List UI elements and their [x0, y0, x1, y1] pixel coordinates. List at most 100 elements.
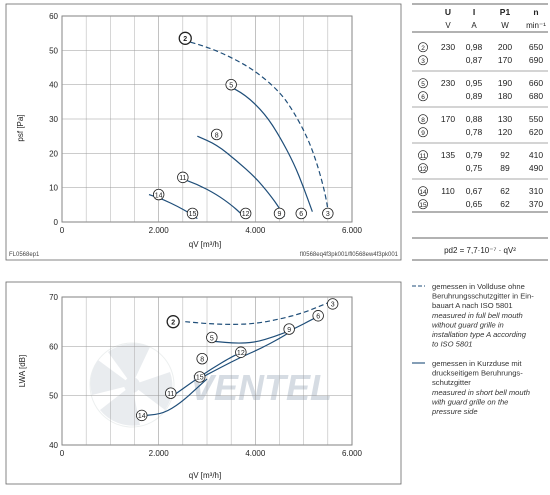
table-cell: 680	[529, 91, 543, 101]
marker-circle	[273, 207, 286, 220]
marker-9: 9	[283, 323, 295, 335]
legend-line-de: gemessen in Kurzduse mit	[432, 359, 522, 368]
marker-15: 15	[186, 207, 199, 220]
table-cell: 0,65	[466, 199, 483, 209]
table-header-2: P1	[500, 7, 511, 17]
table-row: 11 135 0,79 92 410	[418, 150, 543, 161]
x-tick-label: 2.000	[149, 449, 170, 458]
marker-circle	[178, 31, 192, 45]
table-cell: 690	[529, 55, 543, 65]
row-id-circle	[418, 163, 428, 174]
legend-line-en: measured in full bell mouth	[432, 311, 523, 320]
marker-circle	[166, 315, 180, 329]
marker-label: 8	[200, 356, 204, 363]
y-tick-label: 50	[49, 46, 58, 55]
table-cell: 620	[529, 127, 543, 137]
y-tick-label: 10	[49, 184, 58, 193]
marker-circle	[177, 171, 189, 184]
noise-chart: VENTEL 40 50 60 70 0 2.000 4.000 6.000 2 5 8 11 14 1…	[5, 281, 402, 485]
y-tick-label: 20	[49, 149, 58, 158]
pressure-series	[148, 39, 330, 220]
table-cell: 200	[498, 42, 512, 52]
table-unit-2: W	[501, 21, 509, 30]
noise-xlabel: qV [m³/h]	[189, 471, 221, 480]
marker-12: 12	[239, 207, 252, 220]
watermark-fan-logo	[89, 342, 175, 428]
row-id-circle	[418, 186, 428, 197]
marker-circle	[186, 207, 199, 220]
row-id: 14	[419, 189, 427, 196]
marker-circle	[239, 207, 252, 220]
table-cell: 550	[529, 114, 543, 124]
legend-line-en: without guard grille in	[432, 320, 504, 329]
table-cell: 490	[529, 163, 543, 173]
marker-label: 9	[287, 327, 291, 334]
marker-6: 6	[295, 207, 307, 220]
legend-line-en: installation type A according	[432, 330, 527, 339]
marker-3: 3	[326, 298, 339, 310]
curve-8	[197, 135, 285, 218]
legend-line-en: pressure side	[431, 407, 478, 416]
marker-label: 3	[331, 302, 335, 309]
marker-circle	[136, 409, 148, 422]
marker-label: 12	[242, 211, 250, 218]
footer-left: FL0568ep1	[9, 252, 40, 258]
marker-circle	[326, 298, 339, 310]
table-header-3: n	[533, 7, 538, 17]
pressure-grid	[61, 15, 353, 223]
legend-line-de: Beruhrungsschutzgitter in Ein-	[432, 292, 534, 301]
marker-label: 12	[237, 350, 245, 357]
marker-5: 5	[206, 331, 218, 344]
table-cell: 110	[441, 186, 455, 196]
marker-9: 9	[273, 207, 286, 220]
table-cell: 0,75	[466, 163, 483, 173]
marker-5: 5	[225, 78, 237, 91]
row-id: 9	[421, 130, 425, 137]
table-row: 3 0,87 170 690	[418, 55, 543, 66]
table-cell: 0,95	[466, 78, 483, 88]
legend-line-de: druckseitigem Beruhrungs-	[432, 369, 523, 378]
row-id: 12	[419, 166, 427, 173]
table-cell: 0,89	[466, 91, 483, 101]
table-cell: 230	[441, 78, 455, 88]
row-id-circle	[418, 150, 428, 161]
table-cell: 0,88	[466, 114, 483, 124]
curve-5	[226, 84, 313, 212]
table-cell: 660	[529, 78, 543, 88]
row-id: 2	[421, 45, 425, 52]
marker-label: 11	[167, 391, 174, 398]
table-row: 9 0,78 120 620	[418, 127, 543, 138]
y-tick-label: 70	[49, 293, 58, 302]
table-cell: 0,78	[466, 127, 483, 137]
marker-circle	[196, 352, 208, 365]
x-tick-label: 6.000	[342, 226, 363, 235]
pressure-chart: 0 10 20 30 40 50 60 0 2.000 4.000 6.000 2 5 8 11 14 15 1…	[5, 3, 402, 261]
marker-circle	[206, 331, 218, 344]
row-id: 6	[421, 94, 425, 101]
noise-grid	[61, 296, 353, 446]
marker-label: 2	[171, 319, 175, 326]
table-row: 8 170 0,88 130 550	[418, 114, 543, 125]
table-cell: 89	[500, 163, 510, 173]
x-tick-label: 4.000	[245, 226, 266, 235]
marker-3: 3	[322, 207, 334, 220]
marker-circle	[225, 78, 237, 91]
legend-line-en: measured in short bell mouth	[432, 388, 530, 397]
legend-line-de: schutzgitter	[432, 378, 471, 387]
x-tick-label: 6.000	[342, 449, 363, 458]
x-tick-label: 0	[60, 449, 65, 458]
marker-11: 11	[165, 387, 177, 399]
table-cell: 170	[498, 55, 512, 65]
marker-8: 8	[210, 128, 223, 141]
row-id: 11	[420, 153, 427, 160]
table-cell: 62	[500, 199, 510, 209]
table-cell: 120	[498, 127, 512, 137]
marker-circle	[295, 207, 307, 220]
table-cell: 370	[529, 199, 543, 209]
marker-label: 14	[138, 413, 146, 420]
noise-markers: 2 5 8 11 14 15 12 9 6 3	[136, 298, 339, 422]
row-id: 5	[421, 81, 425, 88]
row-id: 15	[419, 202, 427, 209]
table-cell: 190	[498, 78, 512, 88]
